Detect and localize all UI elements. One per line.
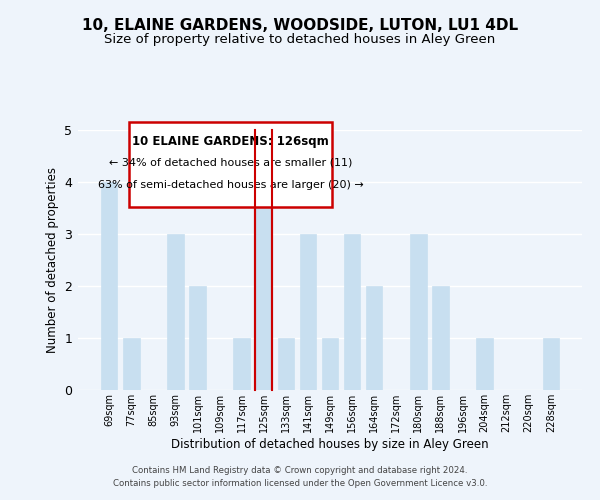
FancyBboxPatch shape (129, 122, 332, 207)
Bar (189, 286, 206, 390)
Bar (542, 338, 559, 390)
Text: 10 ELAINE GARDENS: 126sqm: 10 ELAINE GARDENS: 126sqm (132, 135, 329, 148)
Bar (233, 338, 250, 390)
Text: Size of property relative to detached houses in Aley Green: Size of property relative to detached ho… (104, 32, 496, 46)
Bar (167, 234, 184, 390)
Bar (344, 234, 361, 390)
Bar (278, 338, 294, 390)
Bar (410, 234, 427, 390)
Bar (432, 286, 449, 390)
Text: Contains HM Land Registry data © Crown copyright and database right 2024.
Contai: Contains HM Land Registry data © Crown c… (113, 466, 487, 487)
Text: 63% of semi-detached houses are larger (20) →: 63% of semi-detached houses are larger (… (98, 180, 364, 190)
Bar (322, 338, 338, 390)
Bar (476, 338, 493, 390)
Bar (256, 182, 272, 390)
Bar (366, 286, 382, 390)
X-axis label: Distribution of detached houses by size in Aley Green: Distribution of detached houses by size … (171, 438, 489, 450)
Bar (101, 182, 118, 390)
Text: ← 34% of detached houses are smaller (11): ← 34% of detached houses are smaller (11… (109, 157, 352, 167)
Bar (123, 338, 140, 390)
Y-axis label: Number of detached properties: Number of detached properties (46, 167, 59, 353)
Bar (299, 234, 316, 390)
Text: 10, ELAINE GARDENS, WOODSIDE, LUTON, LU1 4DL: 10, ELAINE GARDENS, WOODSIDE, LUTON, LU1… (82, 18, 518, 32)
